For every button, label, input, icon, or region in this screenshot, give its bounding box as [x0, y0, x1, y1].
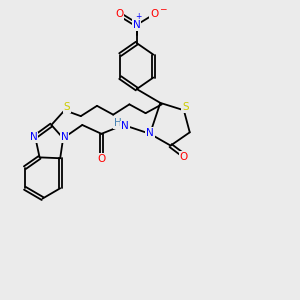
Text: N: N: [121, 122, 129, 131]
Text: S: S: [64, 102, 70, 112]
Text: H: H: [114, 118, 122, 128]
Text: O: O: [115, 9, 123, 19]
Text: O: O: [180, 152, 188, 162]
Text: N: N: [61, 132, 68, 142]
Text: −: −: [159, 4, 166, 13]
Text: N: N: [146, 128, 154, 138]
Text: O: O: [97, 154, 106, 164]
Text: O: O: [150, 9, 158, 19]
Text: S: S: [182, 102, 189, 112]
Text: N: N: [133, 20, 141, 30]
Text: +: +: [135, 12, 141, 21]
Text: N: N: [30, 132, 38, 142]
